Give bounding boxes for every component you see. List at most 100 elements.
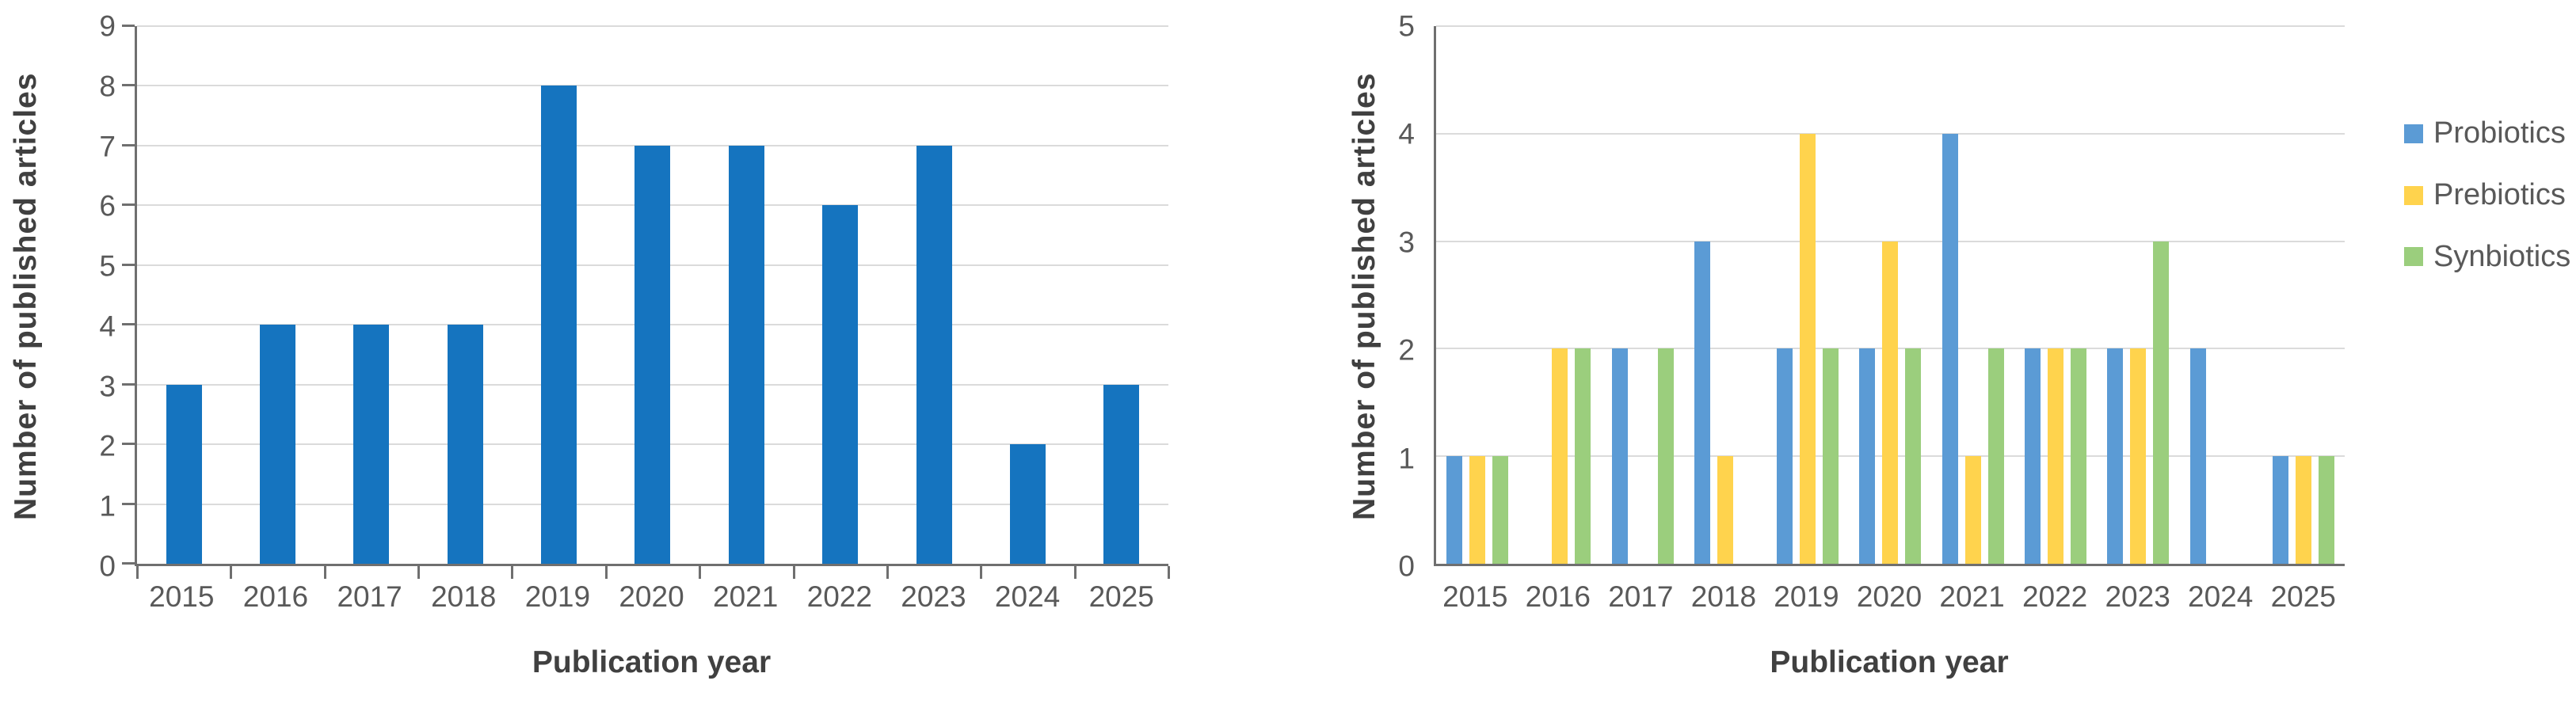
probiotics-bar-2025 — [2272, 456, 2288, 564]
probiotics-bar-2024 — [2189, 348, 2206, 564]
prebiotics-bar-2016 — [1552, 348, 1568, 564]
x-axis-tick-labels: 2015 2016 2017 2018 2019 2020 2021 2022 2023 2024… — [135, 580, 1168, 614]
y-tick-label: 2 — [99, 429, 116, 462]
bars-layer — [137, 26, 1168, 564]
y-tick-label: 6 — [99, 189, 116, 222]
probiotics-swatch-icon — [2404, 124, 2423, 143]
y-tick-mark — [122, 263, 135, 266]
legend: Probiotics Prebiotics Synbiotics — [2404, 116, 2571, 274]
synbiotics-bar-2019 — [1823, 348, 1839, 564]
x-tick-label: 2017 — [337, 580, 402, 613]
x-tick-label: 2018 — [431, 580, 497, 613]
prebiotics-bar-2019 — [1800, 133, 1816, 564]
x-tick-label: 2022 — [806, 580, 872, 613]
synbiotics-bar-2020 — [1905, 348, 1922, 564]
x-tick-mark — [1168, 566, 1170, 579]
y-axis-tick-labels: 0 1 2 3 4 5 6 7 8 9 — [0, 12, 116, 581]
bar-group-2015 — [137, 26, 231, 564]
y-tick-label: 0 — [1398, 550, 1415, 583]
bar-group-2025 — [2262, 26, 2345, 564]
probiotics-bar-2022 — [2024, 348, 2041, 564]
y-tick-label: 4 — [1398, 117, 1415, 150]
probiotics-bar-2019 — [1777, 348, 1793, 564]
probiotics-bar-2017 — [1611, 348, 1628, 564]
bar-2023 — [916, 145, 952, 564]
y-tick-mark — [122, 562, 135, 565]
synbiotics-bar-2022 — [2070, 348, 2086, 564]
bar-2025 — [1103, 384, 1140, 564]
synbiotics-bar-2023 — [2153, 241, 2170, 564]
y-tick-label: 5 — [1398, 10, 1415, 43]
y-axis-tick-labels: 0 1 2 3 4 5 — [1339, 12, 1415, 581]
bar-group-2019 — [1766, 26, 1849, 564]
bar-group-2023 — [2097, 26, 2179, 564]
y-tick-label: 4 — [99, 310, 116, 343]
x-axis-title: Publication year — [1770, 645, 2009, 679]
x-tick-mark — [980, 566, 983, 579]
prebiotics-bar-2018 — [1717, 456, 1733, 564]
bar-group-2023 — [887, 26, 981, 564]
legend-label: Prebiotics — [2433, 177, 2566, 211]
x-tick-label: 2025 — [2270, 580, 2336, 613]
bar-group-2019 — [512, 26, 605, 564]
x-tick-label: 2015 — [149, 580, 215, 613]
synbiotics-bar-2016 — [1575, 348, 1591, 564]
legend-label: Synbiotics — [2433, 239, 2571, 273]
synbiotics-bar-2025 — [2318, 456, 2334, 564]
gridline — [137, 85, 1168, 87]
prebiotics-bar-2025 — [2295, 456, 2311, 564]
bar-2017 — [353, 325, 390, 564]
y-tick-label: 3 — [1398, 226, 1415, 259]
bar-2024 — [1009, 444, 1046, 564]
y-tick-label: 8 — [99, 70, 116, 103]
bar-2018 — [447, 325, 483, 564]
plot-area — [122, 25, 1170, 579]
bar-2015 — [166, 384, 202, 564]
x-tick-label: 2020 — [1856, 580, 1922, 613]
prebiotics-bar-2020 — [1882, 241, 1899, 564]
x-tick-mark — [136, 566, 139, 579]
y-tick-label: 1 — [99, 489, 116, 523]
x-tick-label: 2021 — [713, 580, 779, 613]
y-tick-label: 1 — [1398, 442, 1415, 475]
bar-group-2024 — [981, 26, 1074, 564]
x-tick-label: 2025 — [1088, 580, 1154, 613]
y-tick-label: 3 — [99, 370, 116, 403]
y-tick-mark — [122, 502, 135, 505]
x-tick-mark — [417, 566, 421, 579]
y-tick-mark — [122, 203, 135, 207]
gridline — [1436, 25, 2345, 27]
prebiotics-swatch-icon — [2404, 185, 2423, 205]
synbiotics-swatch-icon — [2404, 247, 2423, 267]
x-tick-mark — [604, 566, 608, 579]
x-tick-mark — [1073, 566, 1077, 579]
bar-group-2017 — [1602, 26, 1684, 564]
x-tick-label: 2016 — [242, 580, 309, 613]
x-tick-mark — [323, 566, 326, 579]
legend-item-probiotics: Probiotics — [2404, 116, 2570, 150]
x-tick-label: 2015 — [1442, 580, 1508, 613]
legend-item-synbiotics: Synbiotics — [2404, 239, 2571, 274]
bar-group-2020 — [606, 26, 699, 564]
bar-2020 — [634, 145, 671, 564]
x-tick-label: 2023 — [901, 580, 966, 613]
x-tick-mark — [511, 566, 514, 579]
x-tick-label: 2024 — [2188, 580, 2254, 613]
legend-item-prebiotics: Prebiotics — [2404, 177, 2570, 212]
x-tick-mark — [792, 566, 795, 579]
x-axis-title: Publication year — [532, 645, 772, 679]
y-tick-label: 7 — [99, 130, 116, 163]
x-tick-label: 2019 — [1774, 580, 1839, 613]
x-axis-tick-labels: 2015 2016 2017 2018 2019 2020 2021 2022 2023 2024… — [1434, 580, 2345, 614]
bars-layer — [1436, 26, 2345, 564]
x-tick-label: 2018 — [1690, 580, 1757, 613]
y-tick-mark — [122, 143, 135, 146]
plot-area — [1434, 25, 2345, 566]
prebiotics-bar-2023 — [2130, 348, 2147, 564]
y-tick-mark — [122, 323, 135, 326]
bar-group-2022 — [2014, 26, 2097, 564]
bar-group-2016 — [1519, 26, 1601, 564]
y-tick-label: 5 — [99, 249, 116, 283]
